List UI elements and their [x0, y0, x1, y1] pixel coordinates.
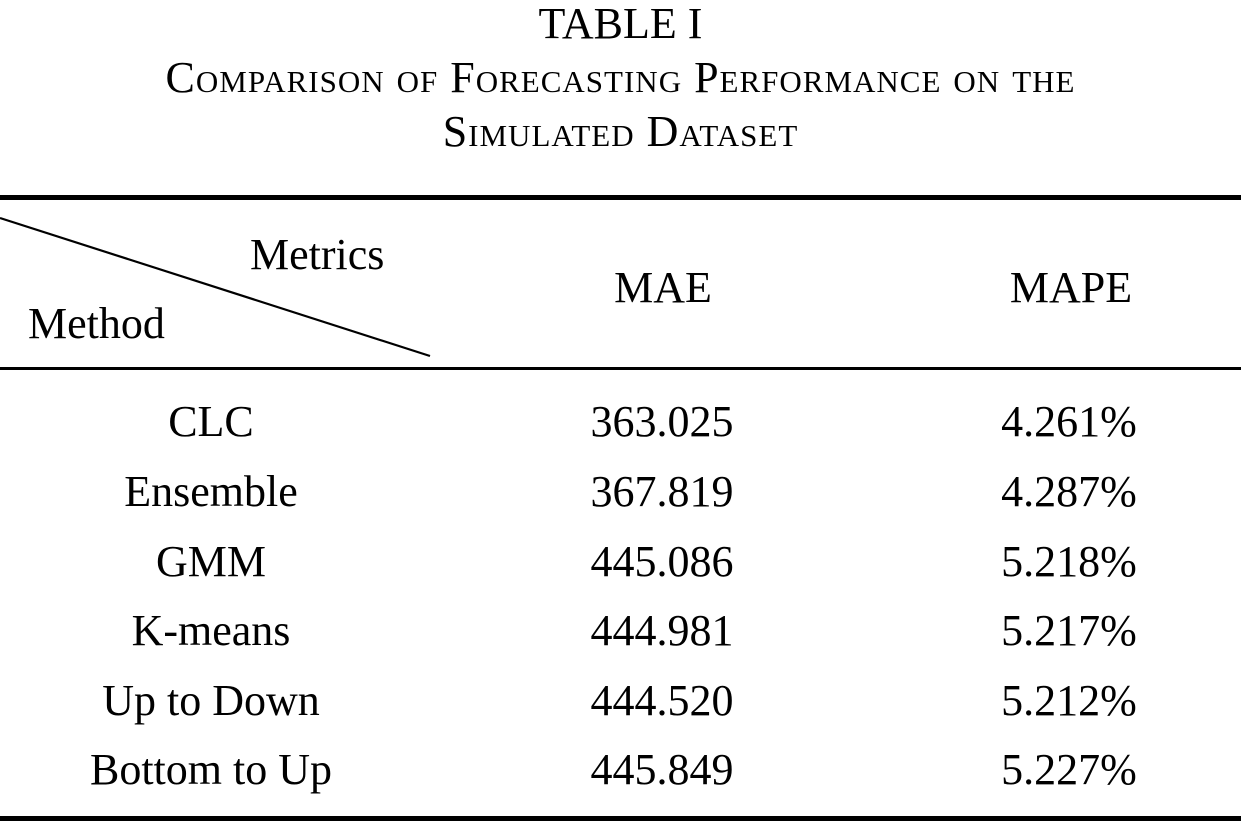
mae-cell: 444.981	[590, 606, 734, 655]
method-cell: K-means	[131, 606, 291, 655]
mape-cell: 4.287%	[1001, 467, 1137, 516]
mape-cell: 4.261%	[1001, 397, 1137, 446]
table-row: Up to Down 444.520 5.212%	[0, 679, 1241, 749]
mape-cell: 5.227%	[1001, 745, 1137, 794]
header-diagonal-line	[0, 216, 431, 358]
mae-cell: 444.520	[590, 676, 734, 725]
bottom-rule	[0, 816, 1241, 821]
table-row: Ensemble 367.819 4.287%	[0, 470, 1241, 540]
header-rule	[0, 367, 1241, 370]
table-caption-line-2: Simulated Dataset	[442, 107, 799, 156]
mape-cell: 5.218%	[1001, 537, 1137, 586]
mape-cell: 5.217%	[1001, 606, 1137, 655]
table-row: Bottom to Up 445.849 5.227%	[0, 748, 1241, 818]
table-label: TABLE I	[538, 0, 703, 48]
header-method-label: Method	[28, 299, 165, 348]
column-header-mae: MAE	[614, 263, 712, 312]
mae-cell: 445.086	[590, 537, 734, 586]
mape-cell: 5.212%	[1001, 676, 1137, 725]
table-row: GMM 445.086 5.218%	[0, 540, 1241, 610]
method-cell: Up to Down	[102, 676, 320, 725]
method-cell: Bottom to Up	[89, 745, 333, 794]
table-caption-line-1: Comparison of Forecasting Performance on…	[165, 53, 1076, 102]
column-header-mape: MAPE	[1009, 263, 1133, 312]
header-metrics-label: Metrics	[250, 230, 385, 279]
table-row: K-means 444.981 5.217%	[0, 609, 1241, 679]
table-row: CLC 363.025 4.261%	[0, 400, 1241, 470]
method-cell: CLC	[168, 397, 254, 446]
method-cell: GMM	[155, 537, 267, 586]
top-rule	[0, 195, 1241, 200]
mae-cell: 363.025	[590, 397, 734, 446]
method-cell: Ensemble	[124, 467, 298, 516]
mae-cell: 445.849	[590, 745, 734, 794]
mae-cell: 367.819	[590, 467, 734, 516]
